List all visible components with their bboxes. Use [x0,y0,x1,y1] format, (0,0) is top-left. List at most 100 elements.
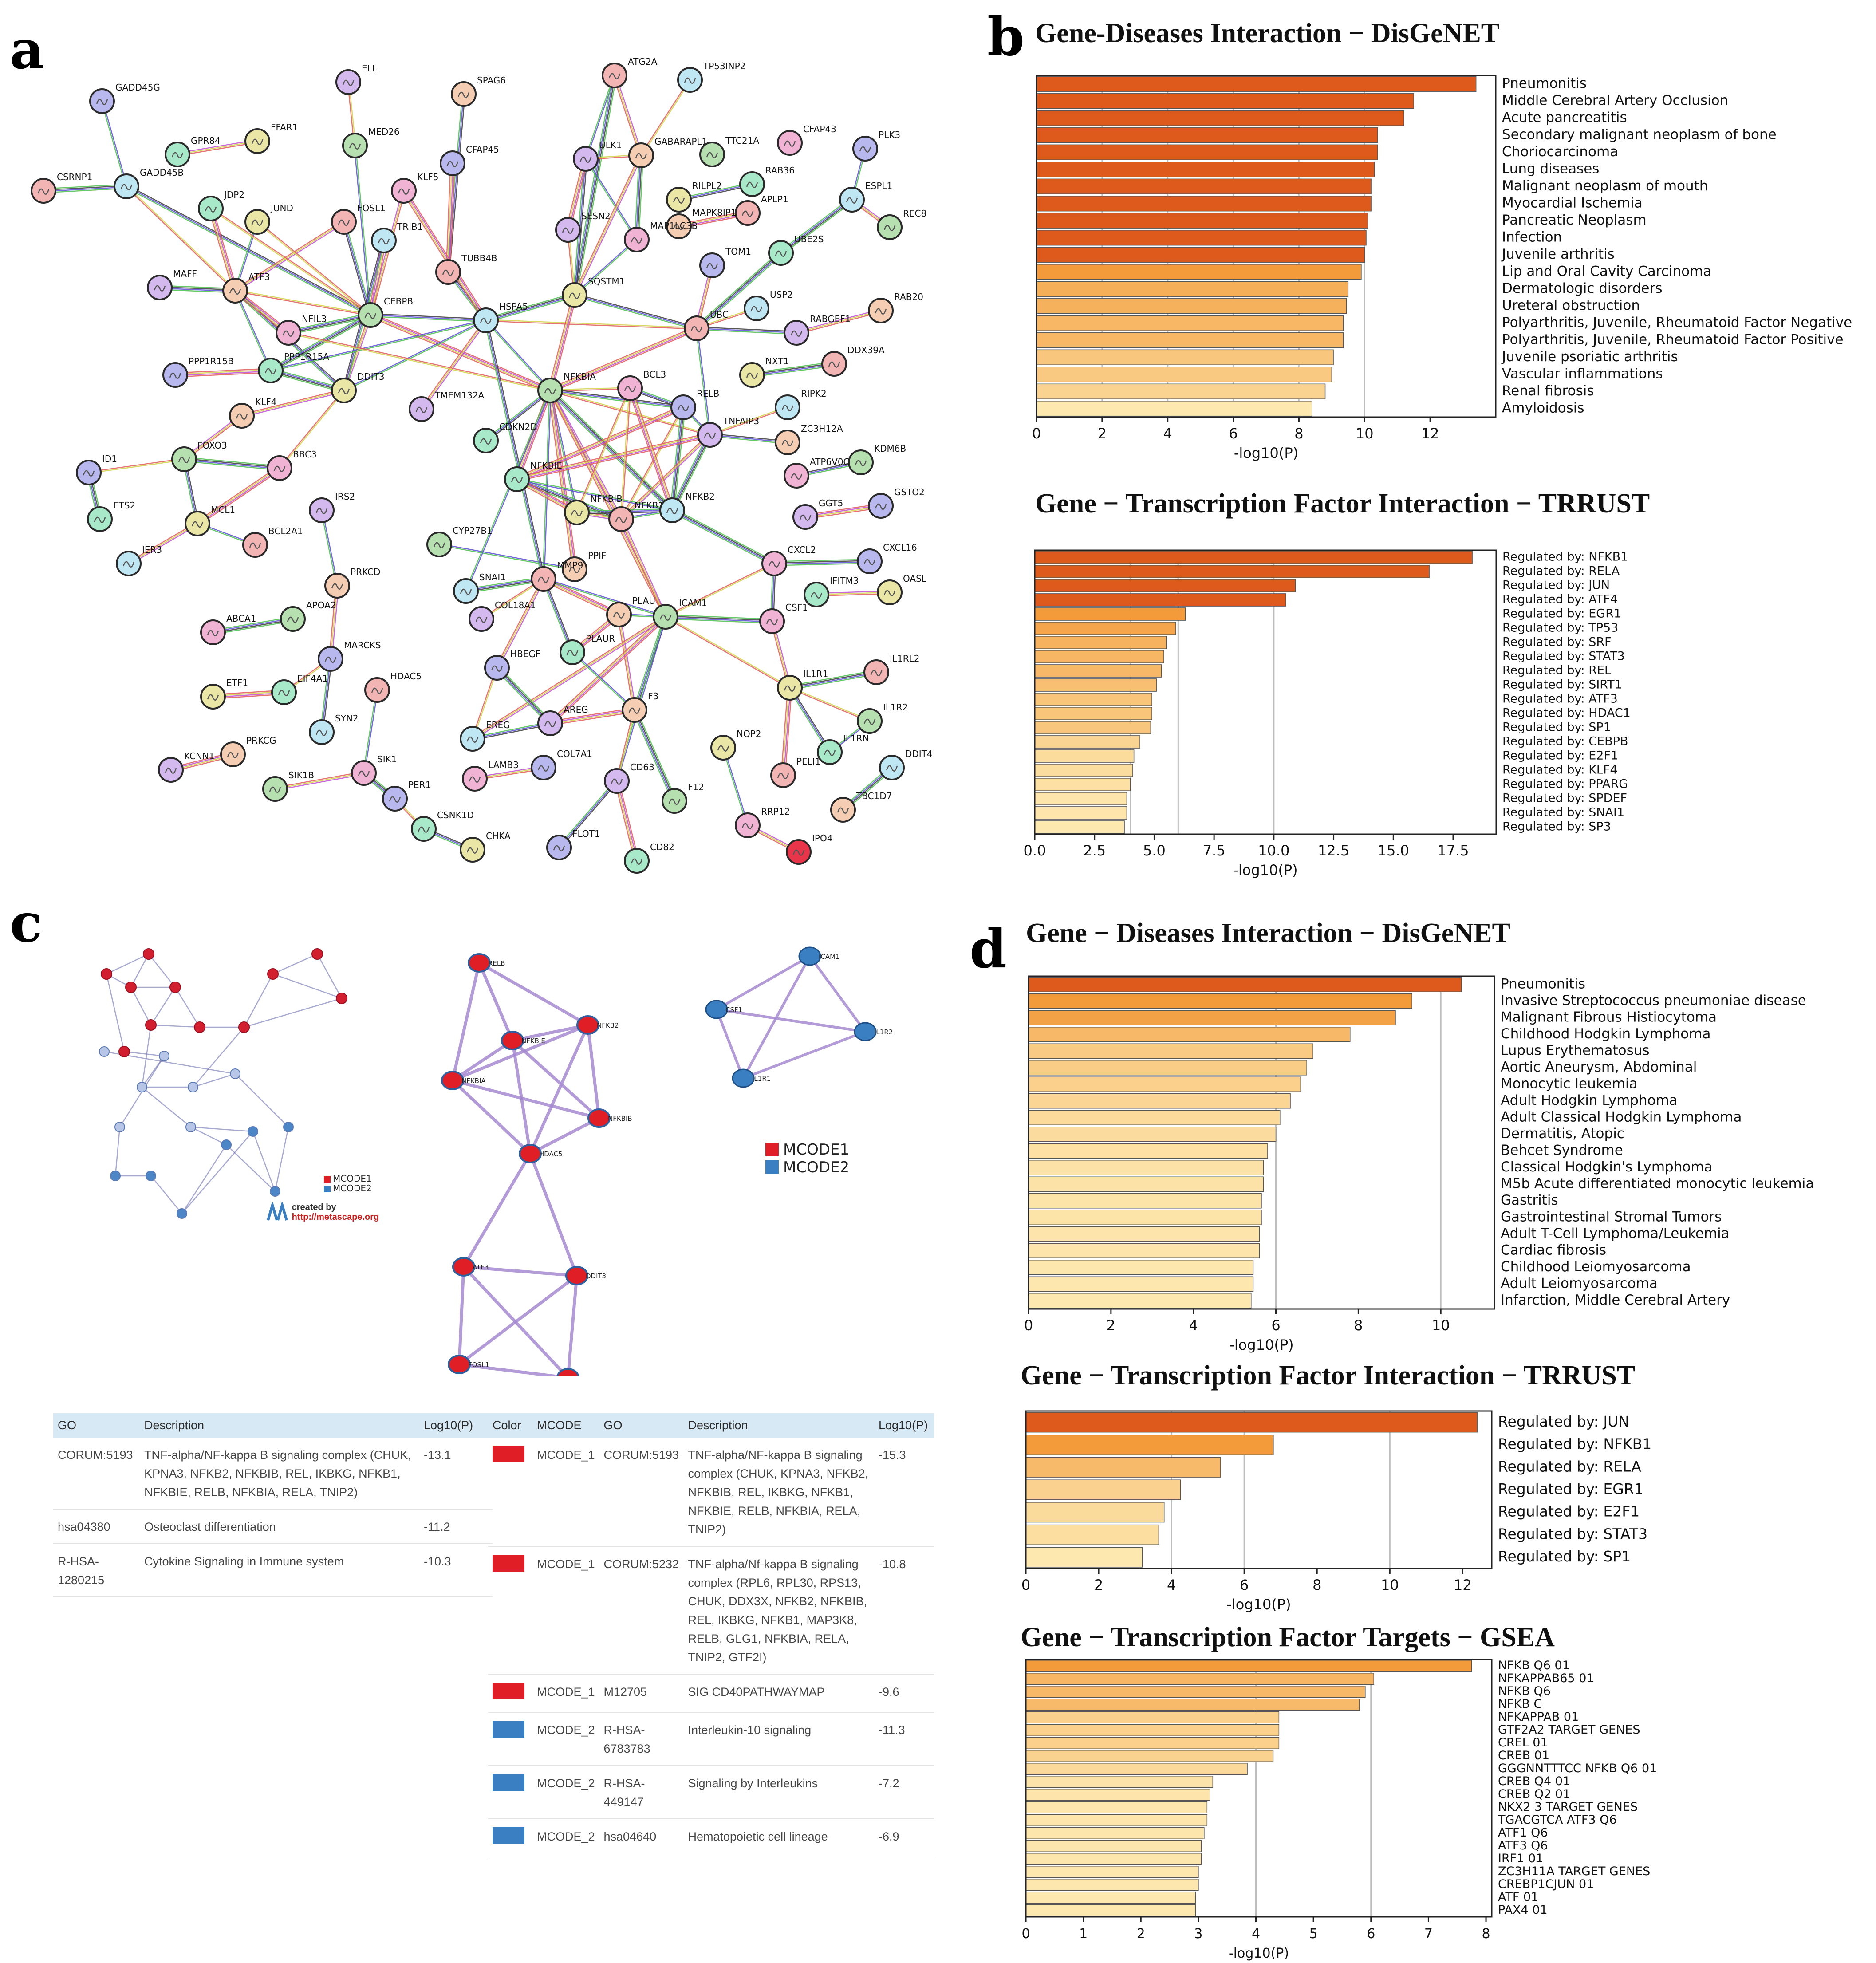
network-edge [241,388,344,415]
table-row: MCODE_1 CORUM:5193 TNF-alpha/NF-kappa B si… [488,1438,934,1547]
network-edge [790,672,877,689]
category-label: Gastrointestinal Stromal Tumors [1501,1209,1722,1225]
mcode-edge [452,1023,589,1082]
category-label: Dermatologic disorders [1502,280,1662,296]
node-cyp27b1: CYP27B1 [426,525,493,557]
network-edge [471,615,666,738]
node-structure-icon [611,778,623,785]
node-label: APOA2 [306,600,336,611]
network-edge [548,390,573,570]
x-tick-label: 2 [1137,1926,1145,1942]
node-il1rl2: IL1RL2 [863,653,920,685]
node-structure-icon [442,269,454,276]
network-edge [211,208,236,291]
bar-nfkb-c [1025,1698,1360,1711]
category-label: Infarction, Middle Cerebral Artery [1501,1292,1730,1308]
network-edge [275,771,364,788]
network-edge [124,1051,165,1057]
node-label: IER3 [142,544,162,555]
legend-label-mcode1: MCODE1 [783,1141,849,1159]
bar-regulated-by-sp1 [1034,721,1151,734]
bar-infarction-middle-cerebral-artery [1028,1293,1252,1309]
node-label: ZC3H12A [801,423,843,434]
category-label: Regulated by: SP3 [1502,820,1611,834]
node-gadd45b: GADD45B [114,167,184,199]
node-ddit4: DDIT4 [879,749,933,780]
network-edge [404,190,487,320]
network-edge [354,146,370,315]
color-cell [488,1766,532,1819]
bar-invasive-streptococcus-pneumoniae-disease [1028,993,1412,1009]
node-label: MCL1 [211,505,235,515]
node-label: NFKB2 [686,491,715,502]
legend-swatch-mcode2 [765,1160,779,1174]
node-structure-icon [249,542,261,549]
mcode1-node-atf3: ATF3 [452,1257,489,1277]
node-label: HDAC5 [539,1150,563,1158]
network-node [114,1122,125,1132]
node-structure-icon [886,765,898,772]
network-edge [235,1073,289,1127]
category-label: NFKAPPAB 01 [1498,1710,1579,1724]
node-label: SESN2 [581,211,611,221]
network-edge [550,388,684,407]
category-label: Juvenile arthritis [1501,246,1615,262]
node-label: NFKB1 [635,500,664,511]
category-label: Gastritis [1501,1192,1558,1208]
network-edge [796,308,881,332]
network-edge [640,79,690,155]
network-edge [486,296,575,323]
network-edge [212,208,238,291]
bar-acute-pancreatitis [1036,110,1404,126]
network-edge [671,434,710,510]
node-jund: JUND [244,203,293,235]
node-abca1: ABCA1 [200,613,256,645]
mcode-edge [566,1275,579,1376]
node-label: BBC3 [293,449,317,460]
network-edge [43,186,127,192]
network-edge [275,772,364,790]
node-label: EREG [486,720,510,730]
node-label: BCL3 [643,369,666,380]
network-edge [88,458,184,473]
network-edge [631,387,675,510]
network-edge [486,320,546,579]
network-node [311,948,323,960]
network-edge [620,406,683,519]
color-cell [488,1712,532,1766]
node-structure-icon [673,197,685,204]
node-label: SIK1 [377,754,397,765]
network-edge [316,954,343,999]
network-edge [796,311,882,335]
node-structure-icon [282,330,295,337]
node-relb: RELB [670,388,719,420]
node-label: NFKBIB [608,1115,632,1123]
node-label: MMP9 [557,560,583,571]
node-label: SIK1B [288,770,314,780]
bar-regulated-by-srf [1034,636,1167,649]
network-edge [485,320,544,579]
node-col7a1: COL7A1 [531,749,592,780]
network-edge [790,674,877,690]
node-structure-icon [251,219,264,226]
node-jdp2: JDP2 [198,189,244,221]
network-edge [722,748,748,826]
network-edge [190,1126,253,1132]
x-tick-label: 6 [1229,425,1238,442]
network-edge [790,686,871,721]
metascape-url[interactable]: http://metascape.org [292,1212,379,1222]
x-tick-label: 17.5 [1437,842,1469,859]
network-edge [370,313,486,320]
col-header-color: Color [488,1413,532,1438]
node-rrp12: RRP12 [735,806,790,838]
network-edge [617,617,667,781]
network-edge [632,710,673,802]
mcode-edge [528,1024,590,1155]
network-edge [226,1144,276,1192]
network-node [194,1021,205,1033]
network-edge [548,294,573,390]
table-row: MCODE_2 R-HSA- 449147 Signaling by Interleu… [488,1766,934,1819]
mcode2-node-icam1: ICAM1 [798,946,840,966]
table-row: hsa04380 Osteoclast differentiation -11.2 [53,1509,493,1544]
network-node [238,1021,250,1033]
